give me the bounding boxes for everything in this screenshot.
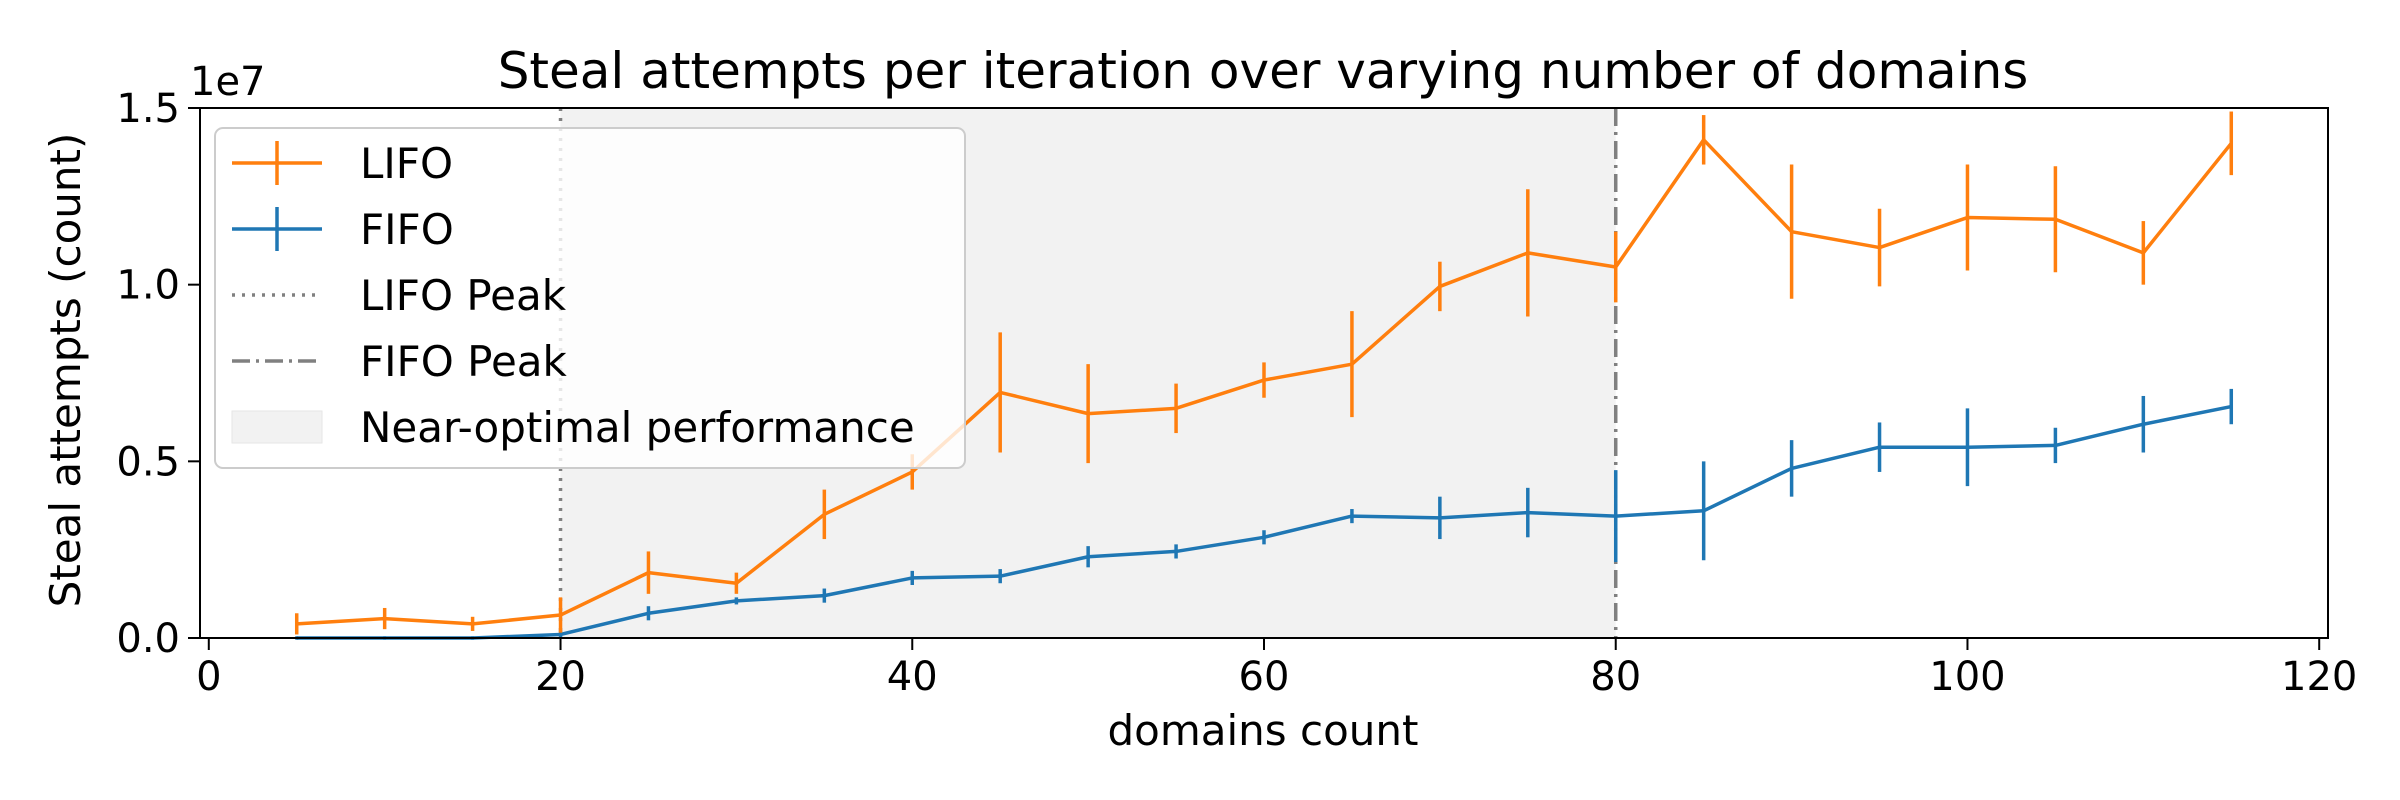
legend-label: LIFO	[360, 139, 453, 188]
x-tick-label: 120	[2281, 654, 2357, 700]
x-tick-label: 20	[535, 654, 586, 700]
y-axis-label: Steal attempts (count)	[41, 133, 90, 608]
legend-label: FIFO	[360, 205, 454, 254]
x-tick-label: 60	[1239, 654, 1290, 700]
chart-title: Steal attempts per iteration over varyin…	[498, 42, 2029, 100]
y-tick-label: 1.5	[116, 86, 180, 132]
y-offset-label: 1e7	[190, 59, 266, 105]
legend-label: LIFO Peak	[360, 271, 567, 320]
legend-label: Near-optimal performance	[360, 403, 915, 452]
y-tick-label: 1.0	[116, 263, 180, 309]
legend-label: FIFO Peak	[360, 337, 568, 386]
y-axis-ticks: 0.0 0.5 1.0 1.5	[116, 86, 200, 662]
legend-item-fifo: FIFO	[232, 205, 454, 254]
series-lifo	[294, 111, 2234, 635]
x-axis-label: domains count	[1107, 706, 1418, 755]
x-tick-label: 80	[1590, 654, 1641, 700]
legend-item-shaded-region: Near-optimal performance	[231, 403, 915, 452]
x-axis-ticks: 0 20 40 60 80 100 120	[196, 638, 2357, 700]
legend-box	[214, 127, 966, 469]
legend-item-dotted: LIFO Peak	[232, 271, 567, 320]
x-tick-label: 40	[887, 654, 938, 700]
x-tick-label: 0	[196, 654, 221, 700]
series-fifo	[295, 388, 2234, 640]
legend: LIFO FIFO LIFO Peak FIFO Peak Near-optimal p…	[214, 127, 966, 469]
series-layer	[294, 111, 2234, 640]
y-tick-label: 0.5	[116, 439, 180, 485]
legend-item-lifo: LIFO	[232, 139, 453, 188]
y-tick-label: 0.0	[116, 616, 180, 662]
legend-item-dashdot: FIFO Peak	[232, 337, 568, 386]
legend-swatch-patch	[231, 410, 323, 444]
x-tick-label: 100	[1929, 654, 2005, 700]
